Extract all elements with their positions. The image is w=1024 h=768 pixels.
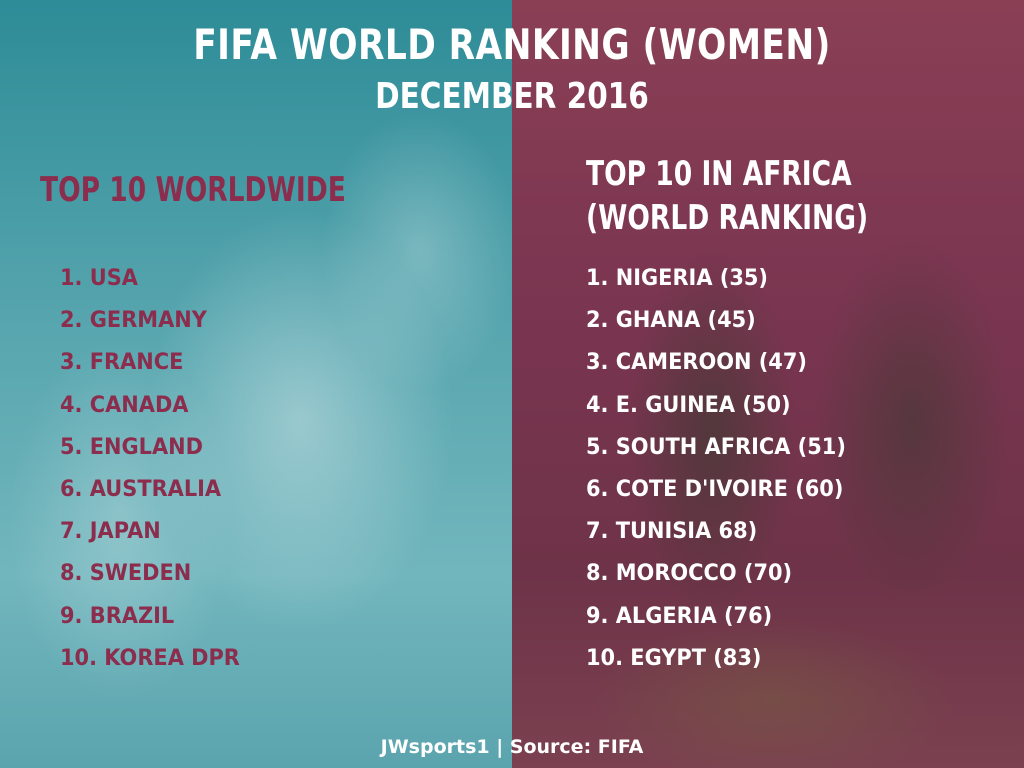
worldwide-rank-item: 5. ENGLAND (60, 434, 204, 460)
worldwide-rank-item: 1. USA (60, 266, 138, 291)
africa-rank-item: 5. SOUTH AFRICA (51) (586, 434, 846, 460)
worldwide-ranking-list: 1. USA 2. GERMANY 3. FRANCE 4. CANADA 5.… (60, 258, 249, 680)
africa-rank-item: 3. CAMEROON (47) (586, 350, 807, 376)
worldwide-heading: TOP 10 WORLDWIDE (40, 170, 346, 210)
africa-rank-item: 2. GHANA (45) (586, 308, 756, 334)
page-title: FIFA WORLD RANKING (WOMEN) (193, 20, 831, 69)
africa-rank-item: 7. TUNISIA 68) (586, 519, 758, 545)
right-background-panel (512, 0, 1024, 768)
africa-rank-item: 10. EGYPT (83) (586, 645, 762, 671)
worldwide-rank-item: 3. FRANCE (60, 350, 184, 376)
africa-rank-item: 1. NIGERIA (35) (586, 266, 768, 291)
footer-credit: JWsports1 | Source: FIFA (380, 736, 644, 758)
africa-rank-item: 4. E. GUINEA (50) (586, 392, 791, 418)
page-subtitle: DECEMBER 2016 (375, 76, 649, 117)
worldwide-rank-item: 8. SWEDEN (60, 561, 192, 587)
africa-ranking-list: 1. NIGERIA (35) 2. GHANA (45) 3. CAMEROO… (586, 258, 860, 680)
left-background-panel (0, 0, 512, 768)
africa-heading-line1: TOP 10 IN AFRICA (586, 154, 852, 194)
africa-rank-item: 9. ALGERIA (76) (586, 603, 773, 629)
worldwide-rank-item: 6. AUSTRALIA (60, 476, 222, 502)
africa-rank-item: 8. MOROCCO (70) (586, 561, 793, 587)
worldwide-rank-item: 10. KOREA DPR (60, 645, 240, 671)
africa-rank-item: 6. COTE D'IVOIRE (60) (586, 476, 844, 502)
worldwide-rank-item: 4. CANADA (60, 392, 189, 418)
worldwide-rank-item: 2. GERMANY (60, 308, 207, 334)
worldwide-rank-item: 7. JAPAN (60, 519, 161, 545)
africa-heading: TOP 10 IN AFRICA (WORLD RANKING) (586, 152, 868, 240)
africa-heading-line2: (WORLD RANKING) (586, 198, 869, 238)
worldwide-rank-item: 9. BRAZIL (60, 603, 175, 629)
